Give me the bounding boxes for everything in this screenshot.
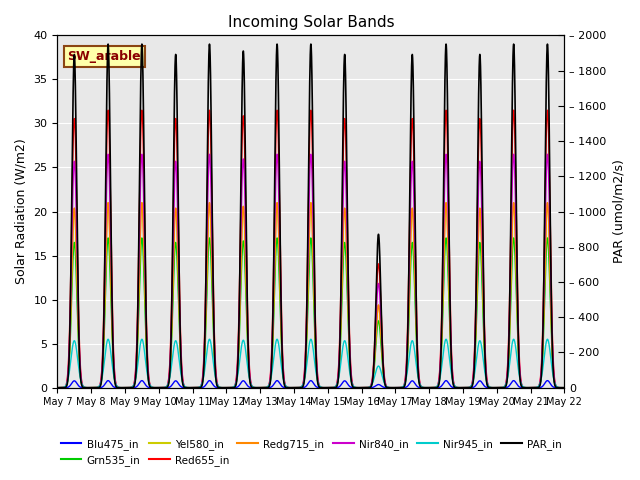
Y-axis label: Solar Radiation (W/m2): Solar Radiation (W/m2) — [15, 139, 28, 284]
Y-axis label: PAR (umol/m2/s): PAR (umol/m2/s) — [612, 159, 625, 264]
Legend: Blu475_in, Grn535_in, Yel580_in, Red655_in, Redg715_in, Nir840_in, Nir945_in, PA: Blu475_in, Grn535_in, Yel580_in, Red655_… — [56, 434, 566, 470]
Text: SW_arable: SW_arable — [68, 50, 141, 63]
Title: Incoming Solar Bands: Incoming Solar Bands — [228, 15, 394, 30]
